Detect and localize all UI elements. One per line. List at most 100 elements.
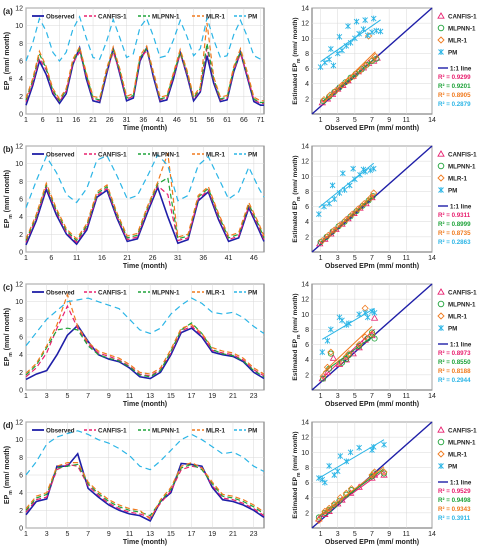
legend-marker-canfis xyxy=(437,150,445,157)
point-mlpnn xyxy=(348,487,355,494)
point-mlr xyxy=(371,468,379,476)
y-tick-label: 10 xyxy=(15,437,23,444)
r2-label-mlpnn: R² = 0.9201 xyxy=(438,83,471,90)
y-tick-label: 12 xyxy=(301,435,309,442)
point-canfis xyxy=(321,510,329,517)
x-tick-label: 1 xyxy=(319,117,323,124)
legend-label-mlpnn: MLPNN-1 xyxy=(152,14,180,21)
scatter-chart-0: 1 3 5 7 9 11 14 2 4 6 8 10 12 14 Observed EPm (mm/ mon… xyxy=(292,6,477,133)
y-tick-label: 10 xyxy=(301,174,309,181)
x-tick-label: 21 xyxy=(229,531,237,538)
y-tick-label: 14 xyxy=(301,6,309,13)
legend-label-mlpnn: MLPNN-1 xyxy=(448,440,476,447)
point-pm xyxy=(350,165,356,172)
x-tick-label: 1 xyxy=(319,531,323,538)
r2-label-canfis: R² = 0.9299 xyxy=(438,74,471,81)
legend-marker-pm xyxy=(438,325,444,331)
y-tick-label: 14 xyxy=(301,144,309,151)
x-tick-label: 26 xyxy=(149,255,157,262)
legend-label-mlpnn: MLPNN-1 xyxy=(152,290,180,297)
point-canfis xyxy=(334,85,342,92)
x-tick-label: 9 xyxy=(387,117,391,124)
legend: Observed CANFIS-1 MLPNN-1 MLR-1 PM xyxy=(32,428,257,435)
point-mlpnn xyxy=(356,343,363,350)
line-chart-0: 1 6 11 16 21 26 31 36 41 46 51 56 61 66 71024681012Obs… xyxy=(3,6,265,133)
point-mlr xyxy=(350,72,358,80)
x-tick-label: 6 xyxy=(49,255,53,262)
y-axis-title: Estimated EPm (mm/ month) xyxy=(292,431,302,518)
y-tick-label: 4 xyxy=(305,495,309,502)
y-tick-label: 8 xyxy=(19,317,23,324)
legend-label-pm: PM xyxy=(448,188,457,195)
point-pm xyxy=(357,171,363,178)
point-mlpnn xyxy=(343,491,350,498)
x-tick-label: 5 xyxy=(353,255,357,262)
x-tick-label: 41 xyxy=(225,255,233,262)
point-mlr xyxy=(323,363,331,371)
x-tick-label: 1 xyxy=(24,393,28,400)
point-pm xyxy=(356,444,362,451)
legend-label-pm: PM xyxy=(448,50,457,57)
series-mlr-line xyxy=(25,292,265,375)
point-pm xyxy=(371,309,378,316)
r2-label-pm: R² = 0.3911 xyxy=(438,515,471,522)
y-tick-label: 0 xyxy=(19,388,23,395)
legend: Observed CANFIS-1 MLPNN-1 MLR-1 PM xyxy=(32,290,257,297)
legend-label-oneone: 1:1 line xyxy=(450,204,472,211)
x-tick-label: 46 xyxy=(250,255,258,262)
point-mlpnn xyxy=(380,470,387,477)
point-canfis xyxy=(380,471,388,478)
x-tick-label: 14 xyxy=(428,255,436,262)
point-pm xyxy=(347,449,354,456)
point-pm xyxy=(362,309,368,316)
point-pm xyxy=(347,39,354,46)
legend-label-canfis: CANFIS-1 xyxy=(448,152,477,159)
legend-label-mlr: MLR-1 xyxy=(448,38,467,45)
point-mlr xyxy=(348,210,356,218)
point-mlr xyxy=(354,205,362,213)
point-mlr xyxy=(368,330,376,338)
point-pm xyxy=(322,479,328,486)
series-canfis-line xyxy=(25,463,265,519)
x-tick-label: 3 xyxy=(45,393,49,400)
point-pm xyxy=(336,33,343,40)
point-pm xyxy=(322,59,328,66)
legend-label-oneone: 1:1 line xyxy=(450,342,472,349)
point-mlr xyxy=(370,189,378,197)
y-axis-title: EPm (mm/ month) xyxy=(4,170,14,228)
point-mlr xyxy=(380,468,388,476)
point-mlr xyxy=(345,350,353,358)
point-pm xyxy=(364,32,371,39)
y-tick-label: 10 xyxy=(15,299,23,306)
y-tick-label: 0 xyxy=(19,250,23,257)
x-tick-label: 9 xyxy=(387,393,391,400)
y-tick-label: 14 xyxy=(301,420,309,427)
x-tick-label: 46 xyxy=(173,117,181,124)
x-tick-label: 51 xyxy=(190,117,198,124)
point-pm xyxy=(369,308,375,315)
x-tick-label: 5 xyxy=(65,393,69,400)
point-pm xyxy=(339,317,345,324)
point-pm xyxy=(341,186,348,193)
x-tick-label: 23 xyxy=(250,531,258,538)
legend-label-mlr: MLR-1 xyxy=(448,176,467,183)
x-tick-label: 19 xyxy=(208,393,216,400)
point-mlr xyxy=(342,215,350,224)
x-tick-label: 26 xyxy=(106,117,114,124)
r2-label-mlr: R² = 0.8188 xyxy=(438,368,471,375)
point-mlpnn xyxy=(368,329,375,336)
point-pm xyxy=(334,468,341,475)
y-tick-label: 2 xyxy=(305,510,309,517)
point-pm xyxy=(381,441,387,448)
x-tick-label: 11 xyxy=(126,531,133,538)
point-mlr xyxy=(320,96,328,104)
series-canfis-line xyxy=(25,304,265,378)
x-tick-label: 5 xyxy=(353,531,357,538)
r2-label-canfis: R² = 0.9529 xyxy=(438,488,471,495)
r2-label-mlr: R² = 0.8735 xyxy=(438,230,471,237)
x-tick-label: 9 xyxy=(387,531,391,538)
point-pm xyxy=(373,27,380,34)
